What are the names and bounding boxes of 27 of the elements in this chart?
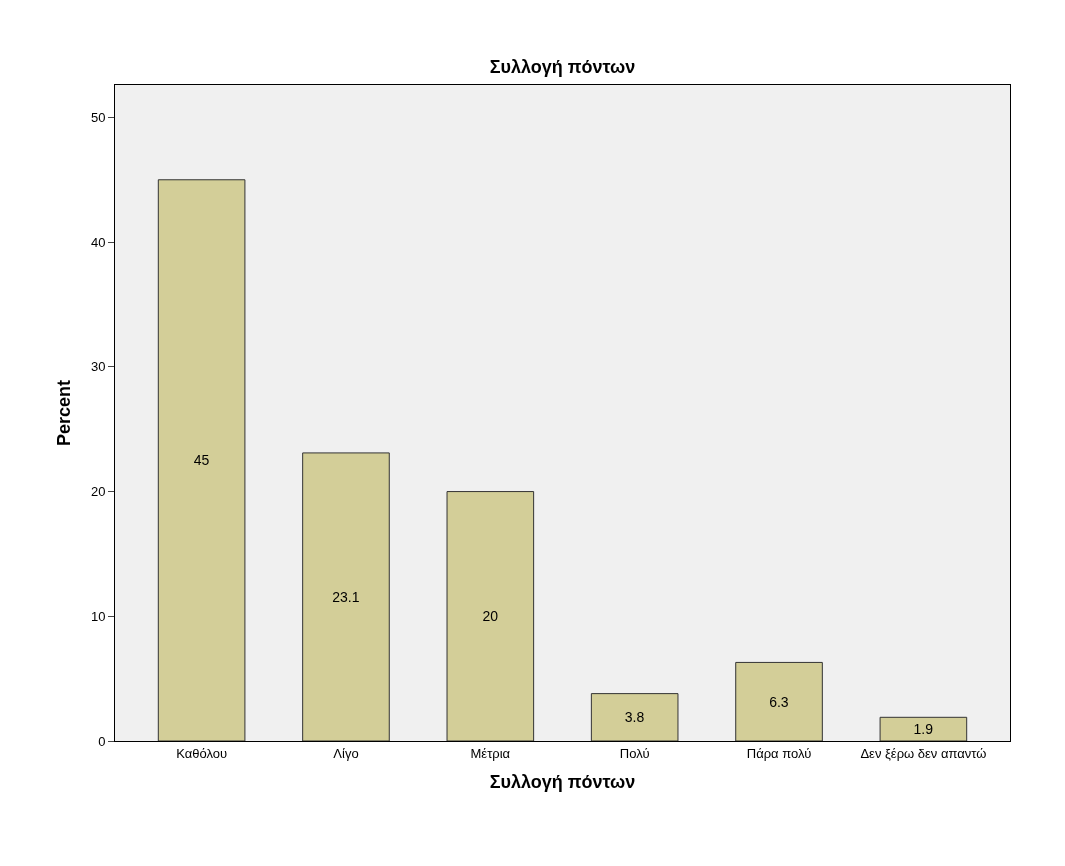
x-tick-label: Πολύ bbox=[619, 745, 650, 761]
x-tick-label: Μέτρια bbox=[470, 745, 511, 761]
y-tick-label: 0 bbox=[98, 733, 106, 749]
bar bbox=[446, 491, 535, 741]
y-axis-title: Percent bbox=[54, 379, 75, 447]
y-tick-label: 30 bbox=[90, 359, 106, 375]
bar bbox=[590, 693, 679, 741]
data-label: 1.9 bbox=[913, 721, 934, 738]
data-label: 3.8 bbox=[624, 709, 645, 726]
y-tick-label: 10 bbox=[90, 608, 106, 624]
data-label: 20 bbox=[482, 608, 499, 625]
y-tick-label: 40 bbox=[90, 234, 106, 250]
x-tick-label: Δεν ξέρω δεν απαντώ bbox=[860, 745, 987, 761]
data-label: 6.3 bbox=[769, 693, 789, 710]
y-tick-label: 20 bbox=[90, 484, 106, 500]
bar bbox=[735, 661, 823, 741]
x-tick-label: Πάρα πολύ bbox=[746, 745, 812, 761]
bar bbox=[879, 716, 968, 741]
x-tick-label: Λίγο bbox=[333, 745, 359, 761]
data-label: 23.1 bbox=[332, 588, 360, 605]
y-tick-label: 50 bbox=[90, 109, 106, 125]
x-axis-title: Συλλογή πόντων bbox=[489, 771, 636, 792]
x-tick-label: Καθόλου bbox=[176, 745, 228, 761]
chart-title: Συλλογή πόντων bbox=[489, 56, 636, 77]
data-label: 45 bbox=[193, 452, 210, 469]
bar bbox=[157, 179, 246, 741]
bar bbox=[302, 452, 390, 741]
